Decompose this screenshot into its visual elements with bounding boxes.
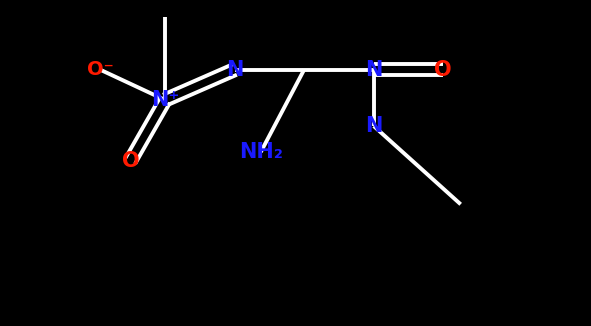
Text: NH₂: NH₂: [239, 142, 282, 162]
Text: N: N: [365, 116, 382, 136]
Text: O: O: [434, 60, 452, 80]
Text: N: N: [365, 60, 382, 80]
Text: N⁺: N⁺: [151, 90, 179, 110]
Text: N: N: [226, 60, 243, 80]
Text: O: O: [122, 151, 139, 171]
Text: O⁻: O⁻: [86, 60, 113, 79]
